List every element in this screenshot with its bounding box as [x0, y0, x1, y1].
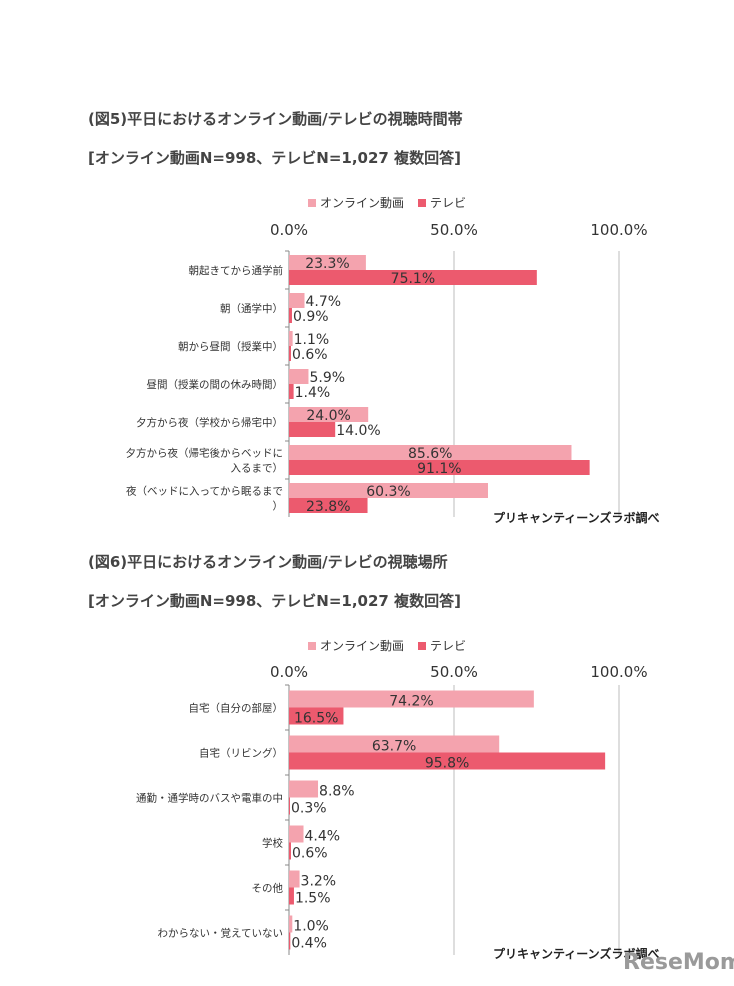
x-tick-label: 100.0%	[590, 221, 647, 239]
figure1-source: プリキャンティーンズラボ調べ	[493, 511, 660, 525]
data-label: 0.9%	[293, 309, 329, 325]
data-label: 3.2%	[301, 874, 337, 890]
legend-swatch-tv	[418, 641, 427, 650]
data-label: 1.1%	[294, 332, 330, 348]
category-label: 通勤・通学時のバスや電車の中	[136, 792, 283, 805]
category-label: 夕方から夜（帰宅後からベッドに	[126, 447, 284, 460]
x-tick-label: 0.0%	[270, 221, 308, 239]
legend-swatch-online	[308, 198, 316, 207]
bar	[289, 369, 309, 384]
category-label: 学校	[262, 837, 283, 850]
data-label: 16.5%	[294, 711, 338, 727]
legend-entry-tv: テレビ	[418, 637, 466, 654]
bar	[289, 780, 319, 798]
bar	[289, 255, 366, 270]
chart1-svg: 0.0% 50.0% 100.0% 朝起きてから通学前 23.3% 75.1% 朝（通学中）…	[126, 221, 648, 517]
chart2-legend: オンライン動画 テレビ	[308, 637, 466, 654]
data-label: 4.7%	[306, 294, 342, 310]
bar	[289, 422, 336, 437]
data-label: 0.3%	[291, 801, 327, 817]
resemom-watermark: ReseMom	[623, 950, 734, 975]
data-label: 85.6%	[408, 446, 452, 462]
bar	[289, 915, 293, 933]
bar	[289, 293, 305, 308]
legend-entry-online: オンライン動画	[308, 194, 404, 211]
bar	[289, 407, 369, 422]
category-label: 朝起きてから通学前	[189, 264, 284, 277]
data-label: 24.0%	[306, 408, 350, 424]
chart1-legend: オンライン動画 テレビ	[308, 194, 466, 211]
data-label: 14.0%	[336, 423, 380, 439]
bar	[289, 483, 488, 498]
x-tick-label: 0.0%	[270, 663, 308, 681]
category-label: 昼間（授業の間の休み時間）	[147, 378, 284, 391]
figure2-title: (図6)平日におけるオンライン動画/テレビの視聴場所	[88, 553, 448, 571]
category-label: 夜（ベッドに入ってから眠るまで	[126, 485, 283, 498]
figure1-title: (図5)平日におけるオンライン動画/テレビの視聴時間帯	[88, 110, 463, 128]
x-tick-label: 100.0%	[590, 663, 647, 681]
bar	[289, 825, 304, 843]
data-label: 1.4%	[295, 385, 331, 401]
figure2-subtitle: [オンライン動画N=998、テレビN=1,027 複数回答]	[88, 592, 461, 610]
legend-label-online: オンライン動画	[320, 196, 405, 210]
x-tick-label: 50.0%	[430, 221, 478, 239]
data-label: 60.3%	[366, 484, 410, 500]
data-label: 63.7%	[372, 739, 416, 755]
data-label: 4.4%	[305, 829, 341, 845]
bar	[289, 690, 534, 708]
legend-entry-online: オンライン動画	[308, 637, 404, 654]
category-label: 自宅（自分の部屋）	[189, 702, 284, 715]
figure1-subtitle: [オンライン動画N=998、テレビN=1,027 複数回答]	[88, 149, 461, 167]
category-label: 入るまで）	[231, 463, 284, 475]
data-label: 8.8%	[319, 784, 355, 800]
x-tick-label: 50.0%	[430, 663, 478, 681]
bar	[289, 331, 293, 346]
bar	[289, 870, 300, 888]
data-label: 23.3%	[305, 256, 349, 272]
bar	[289, 797, 290, 815]
bar	[289, 932, 291, 950]
data-label: 75.1%	[391, 271, 435, 287]
legend-entry-tv: テレビ	[418, 194, 466, 211]
bar	[289, 498, 368, 513]
data-label: 91.1%	[417, 461, 461, 477]
category-label: わからない・覚えていない	[158, 927, 283, 940]
data-label: 74.2%	[389, 694, 433, 710]
data-label: 23.8%	[306, 499, 350, 515]
legend-swatch-online	[308, 641, 316, 650]
bar	[289, 270, 537, 285]
bar	[289, 346, 291, 361]
data-label: 1.0%	[293, 919, 329, 935]
bar	[289, 752, 606, 770]
category-label: 朝から昼間（授業中）	[178, 340, 283, 353]
data-label: 95.8%	[425, 756, 469, 772]
legend-label-tv: テレビ	[430, 639, 467, 653]
category-label: ）	[273, 501, 284, 513]
data-label: 1.5%	[295, 891, 331, 907]
legend-label-tv: テレビ	[430, 196, 467, 210]
data-label: 0.6%	[292, 846, 328, 862]
bar	[289, 707, 344, 725]
legend-label-online: オンライン動画	[320, 639, 405, 653]
category-label: 自宅（リビング）	[199, 747, 283, 760]
figure2-source: プリキャンティーンズラボ調べ	[493, 947, 660, 961]
bar	[289, 735, 500, 753]
bar	[289, 308, 292, 323]
data-label: 0.6%	[292, 347, 328, 363]
category-label: その他	[252, 882, 284, 895]
data-label: 5.9%	[309, 370, 345, 386]
bar	[289, 384, 294, 399]
bar	[289, 842, 291, 860]
bar	[289, 887, 294, 905]
chart2-svg: 0.0% 50.0% 100.0% 自宅（自分の部屋） 74.2% 16.5% 自宅（リビン…	[136, 663, 648, 955]
category-label: 朝（通学中）	[220, 302, 283, 315]
category-label: 夕方から夜（学校から帰宅中）	[136, 416, 283, 429]
bar	[289, 460, 590, 475]
legend-swatch-tv	[418, 198, 427, 207]
data-label: 0.4%	[291, 936, 327, 952]
bar	[289, 445, 572, 460]
